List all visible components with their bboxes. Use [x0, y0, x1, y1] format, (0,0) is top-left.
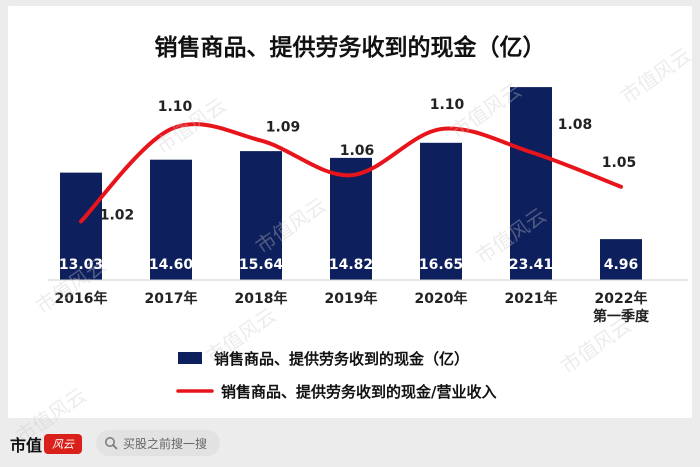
x-tick-label: 2016年: [55, 290, 108, 307]
bar: [510, 87, 552, 281]
bar: [60, 172, 102, 280]
labels-layer: 13.03 14.60 15.64 14.82 16.65 23.41 4.96 1.02 1.…: [59, 97, 638, 273]
brand-text: 市值: [10, 436, 43, 455]
x-tick-label: 2021年: [505, 290, 558, 307]
brand-logo: 市值 风云: [10, 432, 83, 456]
x-tick-label: 第一季度: [593, 308, 650, 325]
x-tick-label: 2017年: [145, 290, 198, 307]
line-value-label: 1.02: [100, 207, 135, 223]
line-layer: [79, 122, 623, 224]
bar: [150, 159, 192, 280]
bar-value-label: 14.60: [149, 257, 194, 273]
line-value-label: 1.06: [340, 143, 375, 159]
bar-value-label: 16.65: [419, 257, 463, 273]
x-tick-label: 2019年: [325, 290, 378, 307]
chart-card: 销售商品、提供劳务收到的现金（亿） 13.03 14.60 15.64 14.82 16…: [8, 6, 692, 418]
search-box[interactable]: 买股之前搜一搜: [96, 430, 220, 456]
line-value-label: 1.08: [558, 117, 593, 133]
bar: [600, 239, 642, 280]
footer-bar: 市值 风云 买股之前搜一搜: [0, 420, 700, 467]
chart-title: 销售商品、提供劳务收到的现金（亿）: [155, 34, 546, 61]
bar-value-label: 13.03: [59, 257, 103, 273]
line-value-label: 1.10: [158, 99, 193, 115]
legend-label-bar: 销售商品、提供劳务收到的现金（亿）: [214, 350, 469, 368]
x-tick-label: 2018年: [235, 290, 288, 307]
bar-value-label: 4.96: [604, 257, 639, 273]
line-value-label: 1.09: [266, 120, 301, 136]
legend-swatch-bar: [178, 352, 202, 364]
bar-value-label: 23.41: [509, 257, 553, 273]
brand-seal: 风云: [44, 434, 83, 454]
bar-value-label: 15.64: [239, 257, 284, 273]
legend: 销售商品、提供劳务收到的现金（亿） 销售商品、提供劳务收到的现金/营业收入: [176, 350, 496, 401]
search-text: 买股之前搜一搜: [123, 436, 208, 451]
bar-value-label: 14.82: [329, 257, 373, 273]
bar: [330, 157, 372, 280]
x-tick-label: 2022年: [595, 290, 648, 307]
search-icon: [105, 437, 118, 450]
chart: 销售商品、提供劳务收到的现金（亿） 13.03 14.60 15.64 14.82 16…: [48, 34, 688, 401]
bar: [420, 142, 462, 280]
legend-label-line: 销售商品、提供劳务收到的现金/营业收入: [221, 383, 496, 401]
ratio-line: [79, 122, 623, 224]
line-value-label: 1.05: [602, 155, 637, 171]
bar: [240, 151, 282, 280]
bars-layer: [60, 87, 642, 281]
line-value-label: 1.10: [430, 97, 465, 113]
x-tick-label: 2020年: [415, 290, 468, 307]
